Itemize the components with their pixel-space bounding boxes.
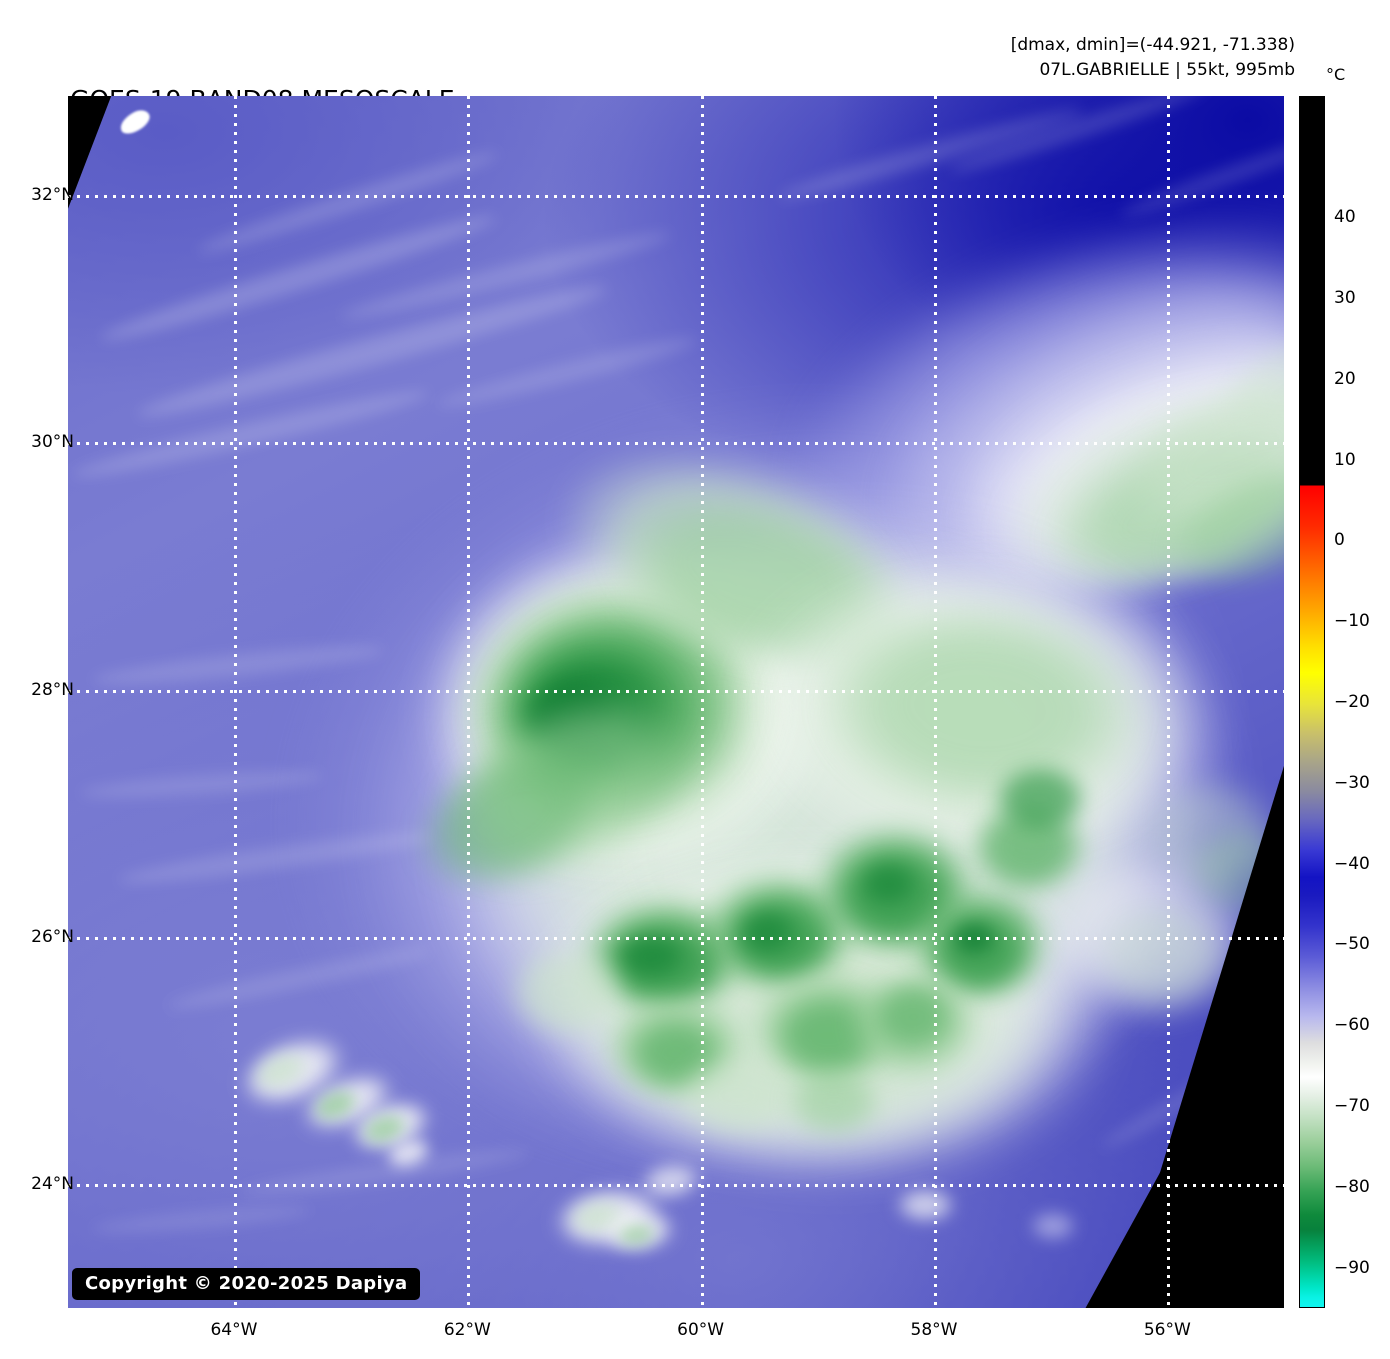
cloud-blob xyxy=(858,859,920,909)
lat-tick-label: 26°N xyxy=(31,926,74,947)
lat-tick-label: 28°N xyxy=(31,679,74,700)
lon-tick-label: 56°W xyxy=(1143,1320,1191,1340)
cloud-blob xyxy=(1028,1211,1078,1242)
colorbar-tick-label: −30 xyxy=(1334,772,1370,793)
colorbar-tick-label: −10 xyxy=(1334,611,1370,632)
cloud-blob xyxy=(992,762,1090,836)
colorbar-tick-label: −40 xyxy=(1334,853,1370,874)
lon-tick-label: 58°W xyxy=(910,1320,958,1340)
temperature-colorbar xyxy=(1299,96,1325,1308)
colorbar-tick-label: −90 xyxy=(1334,1257,1370,1278)
copyright-watermark: Copyright © 2020-2025 Dapiya xyxy=(72,1268,421,1300)
colorbar-unit-label: °C xyxy=(1326,65,1346,84)
colorbar-tick-label: 0 xyxy=(1334,530,1345,551)
cloud-blob xyxy=(736,908,798,957)
cloud-blob xyxy=(1089,895,1236,1018)
lat-tick-label: 24°N xyxy=(31,1174,74,1195)
lon-tick-label: 60°W xyxy=(677,1320,725,1340)
colorbar-tick-label: −80 xyxy=(1334,1176,1370,1197)
cloud-blob xyxy=(615,932,689,981)
cloud-blob xyxy=(949,920,999,957)
cloud-blob xyxy=(505,944,628,1042)
lon-tick-label: 62°W xyxy=(443,1320,491,1340)
colorbar-tick-label: 30 xyxy=(1334,288,1356,308)
cloud-blob xyxy=(870,980,956,1054)
colorbar-tick-label: −50 xyxy=(1334,934,1370,955)
colorbar-tick-label: 20 xyxy=(1334,368,1356,389)
dmax-dmin-readout: [dmax, dmin]=(-44.921, -71.338) xyxy=(1010,35,1295,55)
lat-tick-label: 30°N xyxy=(31,432,74,453)
cloud-blob xyxy=(676,1053,798,1139)
satellite-plot-frame: Copyright © 2020-2025 Dapiya xyxy=(68,96,1284,1308)
colorbar-tick-label: −60 xyxy=(1334,1015,1370,1036)
storm-info: 07L.GABRIELLE | 55kt, 995mb xyxy=(1039,59,1295,80)
colorbar-tick-label: −70 xyxy=(1334,1096,1370,1116)
cloud-blob xyxy=(785,1065,883,1139)
colorbar-tick-label: −20 xyxy=(1334,692,1370,712)
lon-tick-label: 64°W xyxy=(210,1320,258,1340)
satellite-infrared-image xyxy=(68,96,1284,1308)
lat-tick-label: 32°N xyxy=(31,184,74,205)
metadata-block: [dmax, dmin]=(-44.921, -71.338) 07L.GABR… xyxy=(1011,33,1295,82)
colorbar-tick-label: 10 xyxy=(1334,449,1356,470)
colorbar-tick-label: 40 xyxy=(1334,207,1356,228)
cloud-blob xyxy=(894,1186,956,1224)
